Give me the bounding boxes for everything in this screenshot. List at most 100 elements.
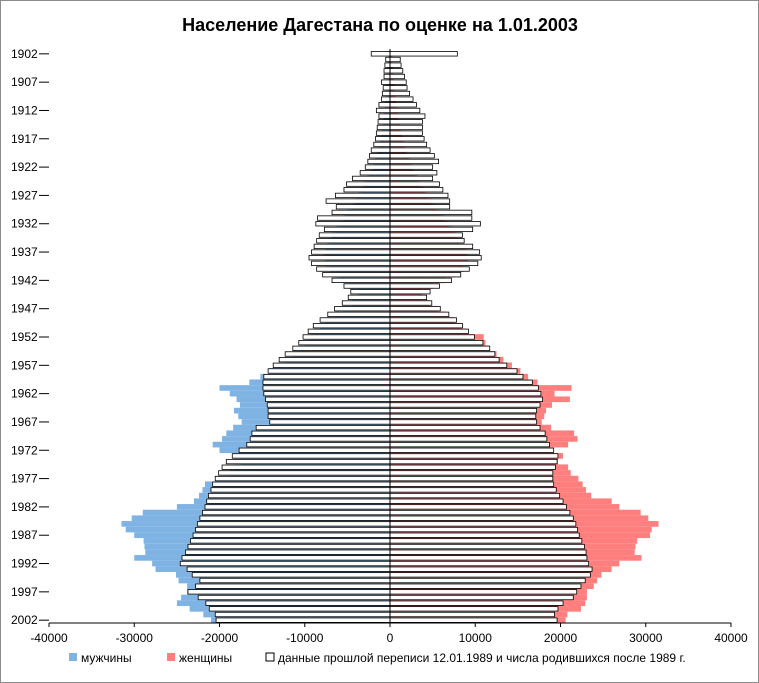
census-female-bar-1989 <box>389 543 585 550</box>
census-male-bar-1928 <box>325 198 391 204</box>
census-male-bar-1991 <box>181 555 391 561</box>
census-female-bar-1945 <box>389 294 428 300</box>
census-male-bar-1984 <box>199 515 391 521</box>
census-female-bar-1921 <box>389 158 439 165</box>
census-male-bar-1965 <box>267 407 391 414</box>
census-female-bar-1991 <box>389 555 588 561</box>
census-female-bar-1994 <box>389 572 591 578</box>
y-tick-label: 1907 <box>11 75 38 89</box>
legend-label-female: женщины <box>179 651 232 665</box>
census-male-bar-2002 <box>215 617 391 623</box>
y-tick-label: 1942 <box>11 273 38 287</box>
census-female-bar-1969 <box>389 430 546 436</box>
y-axis-ticks: 1902 1907 1912 1917 1922 1927 1932 1937 1942 1947… <box>11 47 49 627</box>
census-female-bar-1981 <box>389 498 564 504</box>
census-male-bar-1996 <box>195 583 391 589</box>
census-female-bar-1946 <box>389 300 433 306</box>
census-female-bar-1939 <box>389 260 479 267</box>
census-male-bar-1979 <box>210 487 391 493</box>
census-male-bar-1905 <box>383 68 391 74</box>
census-male-bar-1912 <box>375 107 391 114</box>
census-female-bar-1943 <box>389 283 440 289</box>
y-tick-label: 1902 <box>11 47 38 61</box>
census-male-bar-1983 <box>202 509 391 516</box>
census-male-bar-1910 <box>381 96 391 102</box>
census-male-bar-1956 <box>278 357 391 363</box>
census-female-bar-1923 <box>389 170 438 176</box>
census-female-bar-1979 <box>389 487 557 493</box>
census-female-bar-1967 <box>389 419 538 425</box>
census-male-bar-1923 <box>359 170 391 176</box>
census-male-bar-1916 <box>375 130 391 136</box>
census-male-bar-1963 <box>265 396 391 402</box>
census-female-bar-1922 <box>389 164 434 170</box>
census-male-bar-1931 <box>317 215 391 221</box>
census-male-bar-1951 <box>307 328 391 334</box>
census-male-bar-1954 <box>292 345 391 351</box>
census-female-bar-1988 <box>389 538 583 544</box>
census-male-bar-1914 <box>377 119 391 125</box>
census-female-bar-1966 <box>389 413 537 419</box>
census-female-bar-1992 <box>389 560 590 567</box>
census-female-bar-1984 <box>389 515 574 521</box>
census-female-bar-1968 <box>389 424 541 431</box>
census-male-bar-1922 <box>364 164 391 170</box>
census-male-bar-1908 <box>382 85 391 91</box>
census-female-bar-1948 <box>389 311 450 317</box>
census-female-bar-1990 <box>389 549 587 555</box>
x-tick-label: -40000 <box>30 631 68 645</box>
census-male-bar-1981 <box>206 498 391 504</box>
y-tick-label: 2002 <box>11 613 38 627</box>
y-tick-label: 1972 <box>11 443 38 457</box>
census-female-bar-1908 <box>389 85 408 91</box>
census-male-bar-1972 <box>238 447 391 453</box>
census-female-bar-1903 <box>389 56 401 63</box>
census-female-bar-1950 <box>389 323 463 329</box>
census-male-bar-1992 <box>179 560 391 567</box>
census-male-bar-1962 <box>263 391 391 397</box>
y-tick-label: 1967 <box>11 415 38 429</box>
census-female-bar-1973 <box>389 453 559 459</box>
census-male-bar-1968 <box>255 424 391 431</box>
census-female-bar-1998 <box>389 594 574 601</box>
census-male-bar-1932 <box>315 221 391 227</box>
census-female-bar-1951 <box>389 328 469 334</box>
census-female-bar-1972 <box>389 447 555 453</box>
census-female-bar-1924 <box>389 175 434 182</box>
census-female-bar-1959 <box>389 374 524 380</box>
census-female-bar-1918 <box>389 141 428 148</box>
census-male-bar-1994 <box>191 572 391 578</box>
census-male-bar-1998 <box>197 594 391 601</box>
census-female-bar-1915 <box>389 124 423 131</box>
census-male-bar-1915 <box>376 124 391 131</box>
census-female-bar-1993 <box>389 566 593 572</box>
census-male-bar-1978 <box>212 481 391 487</box>
x-tick-label: 40000 <box>714 631 748 645</box>
census-female-bar-1909 <box>389 90 411 97</box>
legend-swatch-census <box>265 652 275 662</box>
census-female-bar-1971 <box>389 441 550 448</box>
census-male-bar-1927 <box>335 192 391 199</box>
census-female-bar-1907 <box>389 79 407 85</box>
census-male-bar-1917 <box>375 136 391 142</box>
census-male-bar-1909 <box>381 90 391 97</box>
census-female-bar-1913 <box>389 113 426 119</box>
census-female-bar-1917 <box>389 136 425 142</box>
census-female-bar-1978 <box>389 481 555 487</box>
census-female-bar-1935 <box>389 238 465 244</box>
census-female-bar-1952 <box>389 334 475 340</box>
census-male-bar-1995 <box>199 577 391 584</box>
census-female-bar-1926 <box>389 187 444 193</box>
census-female-bar-1987 <box>389 532 580 538</box>
census-male-bar-1907 <box>381 79 391 85</box>
census-female-bar-2001 <box>389 611 555 618</box>
census-male-bar-1938 <box>308 255 391 261</box>
census-female-bar-1964 <box>389 402 541 408</box>
census-female-bar-1920 <box>389 153 435 159</box>
census-female-bar-1980 <box>389 492 561 499</box>
legend-swatch-female <box>167 653 175 661</box>
census-female-bar-1955 <box>389 351 496 357</box>
census-male-bar-1949 <box>319 317 391 323</box>
chart-title: Население Дагестана по оценке на 1.01.20… <box>182 15 578 35</box>
census-female-bar-1942 <box>389 277 452 283</box>
